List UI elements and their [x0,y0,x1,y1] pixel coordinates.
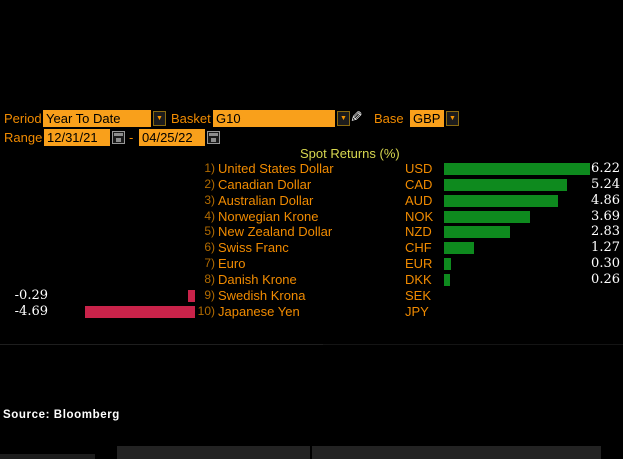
scrollbar-fragment[interactable] [0,454,95,459]
currency-code: AUD [405,192,433,208]
return-value: -4.69 [14,303,48,319]
row-rank: 1) [204,161,215,175]
currency-code: DKK [405,271,432,287]
row-rank: 10) [197,303,215,318]
range-separator: - [129,130,134,145]
currency-row[interactable]: 10) Japanese Yen JPY -4.69 [0,304,623,320]
currency-row[interactable]: 3) Australian Dollar AUD 4.86 [0,193,623,209]
currency-code: EUR [405,256,433,272]
return-value: 6.22 [591,161,620,176]
return-value: 3.69 [591,208,620,224]
currency-row[interactable]: 1) United States Dollar USD 6.22 [0,161,623,177]
currency-name: Euro [218,256,246,272]
currency-code: NZD [405,224,432,240]
currency-row[interactable]: 4) Norwegian Krone NOK 3.69 [0,209,623,225]
row-rank: 2) [204,176,215,191]
currency-name: United States Dollar [218,161,334,176]
currency-row[interactable]: 9) Swedish Krona SEK -0.29 [0,288,623,304]
currency-row[interactable]: 7) Euro EUR 0.30 [0,256,623,272]
return-value: 1.27 [591,240,620,256]
return-value: 0.26 [591,271,620,287]
source-credit: Source: Bloomberg [3,409,120,421]
row-rank: 9) [204,287,215,302]
row-rank: 6) [204,240,215,255]
range-end-input[interactable]: 04/25/22 [139,129,205,146]
currency-row[interactable]: 6) Swiss Franc CHF 1.27 [0,240,623,256]
currency-name: Swedish Krona [218,287,306,303]
currency-name: Australian Dollar [218,192,314,208]
currency-code: CAD [405,176,433,192]
return-value: 0.30 [591,256,620,272]
positive-bar [444,210,531,223]
range-start-input[interactable]: 12/31/21 [44,129,110,146]
scrollbar-track[interactable] [312,446,601,459]
currency-code: CHF [405,240,432,256]
range-label: Range [4,130,43,145]
currency-name: Canadian Dollar [218,176,312,192]
basket-select[interactable]: G10 [213,110,335,127]
return-value: 4.86 [591,192,620,208]
currency-row[interactable]: 5) New Zealand Dollar NZD 2.83 [0,224,623,240]
negative-bar [85,305,195,318]
base-select[interactable]: GBP [410,110,444,127]
row-rank: 4) [204,208,215,223]
currency-name: Japanese Yen [218,303,300,319]
base-label: Base [374,111,404,126]
chart-title: Spot Returns (%) [300,146,400,161]
currency-name: Swiss Franc [218,240,289,256]
return-value: -0.29 [14,287,48,303]
positive-bar [444,178,567,191]
currency-code: NOK [405,208,434,224]
negative-bar [188,289,195,302]
basket-label: Basket [171,111,211,126]
calendar-icon[interactable] [207,131,220,144]
period-label: Period [4,111,42,126]
positive-bar [444,242,474,255]
chevron-down-icon[interactable]: ▼ [153,111,166,126]
positive-bar [444,258,452,271]
currency-name: Norwegian Krone [218,208,319,224]
divider-line [323,344,623,345]
row-rank: 8) [204,271,215,286]
divider-line [0,344,323,345]
currency-code: USD [405,161,433,176]
currency-row[interactable]: 8) Danish Krone DKK 0.26 [0,272,623,288]
positive-bar [444,163,590,175]
edit-pencil-icon[interactable]: ✎ [350,109,363,126]
positive-bar [444,273,451,286]
currency-name: New Zealand Dollar [218,224,333,240]
positive-bar [444,226,511,239]
currency-name: Danish Krone [218,271,297,287]
calendar-icon[interactable] [112,131,125,144]
chevron-down-icon[interactable]: ▼ [446,111,459,126]
return-value: 2.83 [591,224,620,240]
currency-code: JPY [405,303,429,319]
positive-bar [444,194,558,207]
row-rank: 7) [204,256,215,271]
row-rank: 5) [204,224,215,239]
currency-code: SEK [405,287,432,303]
currency-row[interactable]: 2) Canadian Dollar CAD 5.24 [0,177,623,193]
row-rank: 3) [204,192,215,207]
scrollbar-thumb[interactable] [117,446,310,459]
return-value: 5.24 [591,176,620,192]
period-select[interactable]: Year To Date [43,110,151,127]
chevron-down-icon[interactable]: ▼ [337,111,350,126]
